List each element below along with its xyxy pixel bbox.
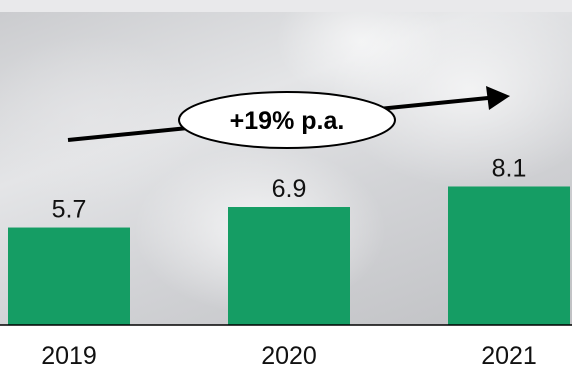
x-labels-group: 2019 2020 2021 bbox=[41, 342, 537, 369]
bars-group bbox=[8, 186, 570, 325]
x-label-2021: 2021 bbox=[481, 342, 537, 369]
value-labels-group: 5.7 6.9 8.1 bbox=[52, 154, 527, 223]
bar-2019 bbox=[8, 227, 130, 325]
x-label-2019: 2019 bbox=[41, 342, 97, 369]
growth-annotation: +19% p.a. bbox=[67, 86, 510, 149]
value-label-2021: 8.1 bbox=[492, 154, 527, 182]
value-label-2020: 6.9 bbox=[272, 175, 307, 203]
bar-2020 bbox=[228, 207, 350, 325]
x-label-2020: 2020 bbox=[261, 342, 317, 369]
growth-rate-label: +19% p.a. bbox=[230, 107, 345, 135]
bar-2021 bbox=[448, 186, 570, 325]
background-top-band bbox=[0, 0, 572, 12]
value-label-2019: 5.7 bbox=[52, 196, 87, 224]
growth-arrow-head-icon bbox=[486, 86, 510, 110]
growth-label-bubble bbox=[178, 91, 396, 149]
